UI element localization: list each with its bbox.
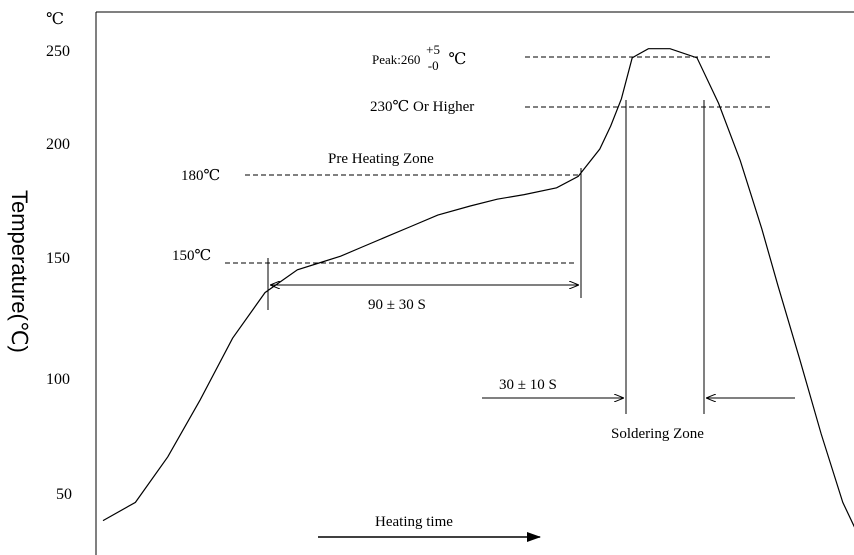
heating-time-label: Heating time bbox=[375, 514, 453, 530]
y-unit-label: ℃ bbox=[46, 11, 64, 28]
preheat-time-label: 90 ± 30 S bbox=[368, 297, 426, 313]
y-tick-label: 150 bbox=[46, 250, 70, 267]
above-230c-label: 230℃ Or Higher bbox=[370, 99, 474, 115]
preheat-zone-label: Pre Heating Zone bbox=[328, 151, 434, 167]
temperature-profile-line bbox=[102, 48, 854, 528]
solder-time-label: 30 ± 10 S bbox=[499, 377, 557, 393]
y-tick-label: 100 bbox=[46, 371, 70, 388]
y-tick-label: 200 bbox=[46, 136, 70, 153]
y-axis-label: Temperature(℃) bbox=[7, 190, 32, 353]
solder-zone-label: Soldering Zone bbox=[611, 426, 704, 442]
peak-label: Peak:260 +5 -0 ℃ bbox=[372, 42, 466, 74]
y-tick-label: 250 bbox=[46, 43, 70, 60]
180c-label: 180℃ bbox=[181, 168, 220, 184]
y-tick-label: 50 bbox=[56, 486, 72, 503]
150c-label: 150℃ bbox=[172, 248, 211, 264]
